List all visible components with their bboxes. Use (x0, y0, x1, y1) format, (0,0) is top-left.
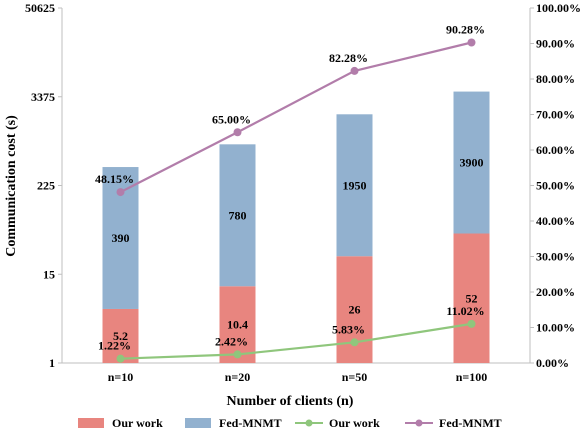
x-axis-title: Number of clients (n) (227, 394, 354, 409)
line-label-our-work: 1.22% (98, 339, 131, 353)
legend-label: Fed-MNMT (219, 416, 282, 430)
left-tick-label: 1 (49, 356, 55, 370)
line-series-fed-mnmt (119, 41, 472, 194)
line-label-our-work: 11.02% (446, 304, 484, 318)
legend-swatch (78, 418, 104, 428)
bar-our-work (219, 286, 256, 363)
bar-label-fed-mnmt: 3900 (460, 156, 484, 170)
x-tick-label: n=100 (456, 370, 488, 384)
line-point-fed-mnmt (350, 66, 359, 75)
right-tick-label: 10.00% (536, 321, 575, 335)
x-axis-ticks: n=10 n=20 n=50 n=100 (108, 370, 488, 384)
bar-label-our-work: 26 (349, 303, 361, 317)
bar-our-work (102, 308, 139, 363)
bar-label-our-work: 52 (466, 291, 478, 305)
line-point-fed-mnmt (116, 188, 125, 197)
legend-swatch (185, 418, 211, 428)
left-tick-label: 3375 (31, 90, 55, 104)
bar-label-fed-mnmt: 780 (229, 208, 247, 222)
left-tick-label: 225 (37, 179, 55, 193)
y-axis-title: Communication cost (s) (4, 115, 19, 257)
line-series-our-work (120, 322, 472, 360)
bar-label-fed-mnmt: 390 (112, 231, 130, 245)
left-tick-label: 50625 (25, 1, 55, 15)
line-label-fed-mnmt: 65.00% (212, 112, 251, 126)
legend-label: Our work (329, 416, 380, 430)
bar-label-our-work: 5.2 (113, 329, 128, 343)
line-point-fed-mnmt (233, 128, 242, 137)
legend-marker (305, 419, 313, 427)
right-tick-label: 50.00% (536, 179, 575, 193)
legend-label: Fed-MNMT (439, 416, 502, 430)
line-point-our-work (350, 338, 359, 347)
line-point-fed-mnmt (467, 38, 476, 47)
right-tick-label: 90.00% (536, 37, 575, 51)
x-tick-label: n=10 (108, 370, 134, 384)
line-label-fed-mnmt: 82.28% (329, 51, 368, 65)
right-tick-label: 60.00% (536, 143, 575, 157)
line-point-our-work (467, 319, 476, 328)
line-point-our-work (116, 354, 125, 363)
legend-label: Our work (112, 416, 163, 430)
right-tick-label: 80.00% (536, 72, 575, 86)
left-axis-ticks: 1 15 225 3375 50625 (25, 1, 62, 370)
right-tick-label: 70.00% (536, 108, 575, 122)
bar-our-work (453, 233, 490, 363)
legend-marker (415, 419, 423, 427)
x-tick-label: n=50 (342, 370, 368, 384)
right-tick-label: 30.00% (536, 250, 575, 264)
right-tick-label: 20.00% (536, 285, 575, 299)
right-axis-ticks: 0.00% 10.00% 20.00% 30.00% 40.00% 50.00% 60.00… (530, 1, 581, 370)
data-labels: 5.2 390 10.4 780 26 1950 52 3900 1.22% 2.42% 5.83%… (95, 23, 485, 353)
bar-fed-mnmt (453, 91, 490, 234)
line-point-our-work (233, 350, 242, 359)
lines (116, 38, 476, 363)
bar-label-our-work: 10.4 (227, 318, 248, 332)
bars (102, 91, 490, 363)
bar-label-fed-mnmt: 1950 (343, 178, 367, 192)
line-label-our-work: 2.42% (215, 334, 248, 348)
x-tick-label: n=20 (225, 370, 251, 384)
bar-fed-mnmt (219, 144, 256, 287)
line-label-fed-mnmt: 48.15% (95, 172, 134, 186)
right-tick-label: 100.00% (536, 1, 581, 15)
legend: Our work Fed-MNMT Our work Fed-MNMT (78, 416, 502, 430)
left-tick-label: 15 (43, 267, 55, 281)
right-tick-label: 0.00% (536, 356, 569, 370)
right-tick-label: 40.00% (536, 214, 575, 228)
bar-fed-mnmt (336, 114, 373, 257)
line-label-fed-mnmt: 90.28% (446, 23, 485, 37)
line-label-our-work: 5.83% (332, 322, 365, 336)
